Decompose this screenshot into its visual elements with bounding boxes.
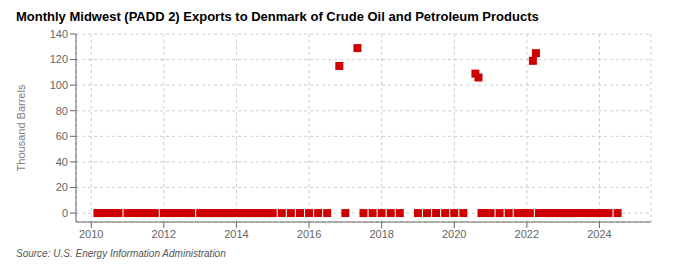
- svg-text:20: 20: [56, 181, 68, 193]
- svg-text:Thousand Barrels: Thousand Barrels: [15, 84, 27, 171]
- svg-text:2014: 2014: [224, 228, 248, 240]
- svg-text:2012: 2012: [152, 228, 176, 240]
- svg-text:2020: 2020: [442, 228, 466, 240]
- html-text:Monthly Midwest (PADD 2) Expor: Monthly Midwest (PADD 2) Exports to Denm…: [16, 9, 539, 24]
- svg-text:140: 140: [50, 28, 68, 40]
- html-text:Source: U.S. Energy Informatio: Source: U.S. Energy Information Administ…: [16, 248, 226, 259]
- svg-text:2024: 2024: [587, 228, 611, 240]
- svg-text:2022: 2022: [515, 228, 539, 240]
- svg-text:2016: 2016: [297, 228, 321, 240]
- svg-text:60: 60: [56, 130, 68, 142]
- svg-text:0: 0: [62, 207, 68, 219]
- svg-text:80: 80: [56, 105, 68, 117]
- svg-text:40: 40: [56, 156, 68, 168]
- svg-text:100: 100: [50, 79, 68, 91]
- svg-text:2018: 2018: [369, 228, 393, 240]
- svg-text:120: 120: [50, 53, 68, 65]
- svg-text:2010: 2010: [79, 228, 103, 240]
